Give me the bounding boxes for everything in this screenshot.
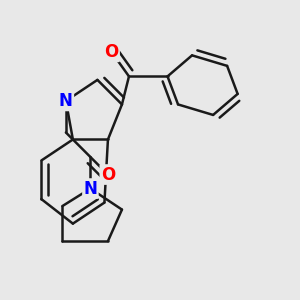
Text: O: O — [101, 166, 115, 184]
Text: N: N — [83, 180, 97, 198]
Text: O: O — [104, 43, 118, 61]
Text: N: N — [59, 92, 73, 110]
